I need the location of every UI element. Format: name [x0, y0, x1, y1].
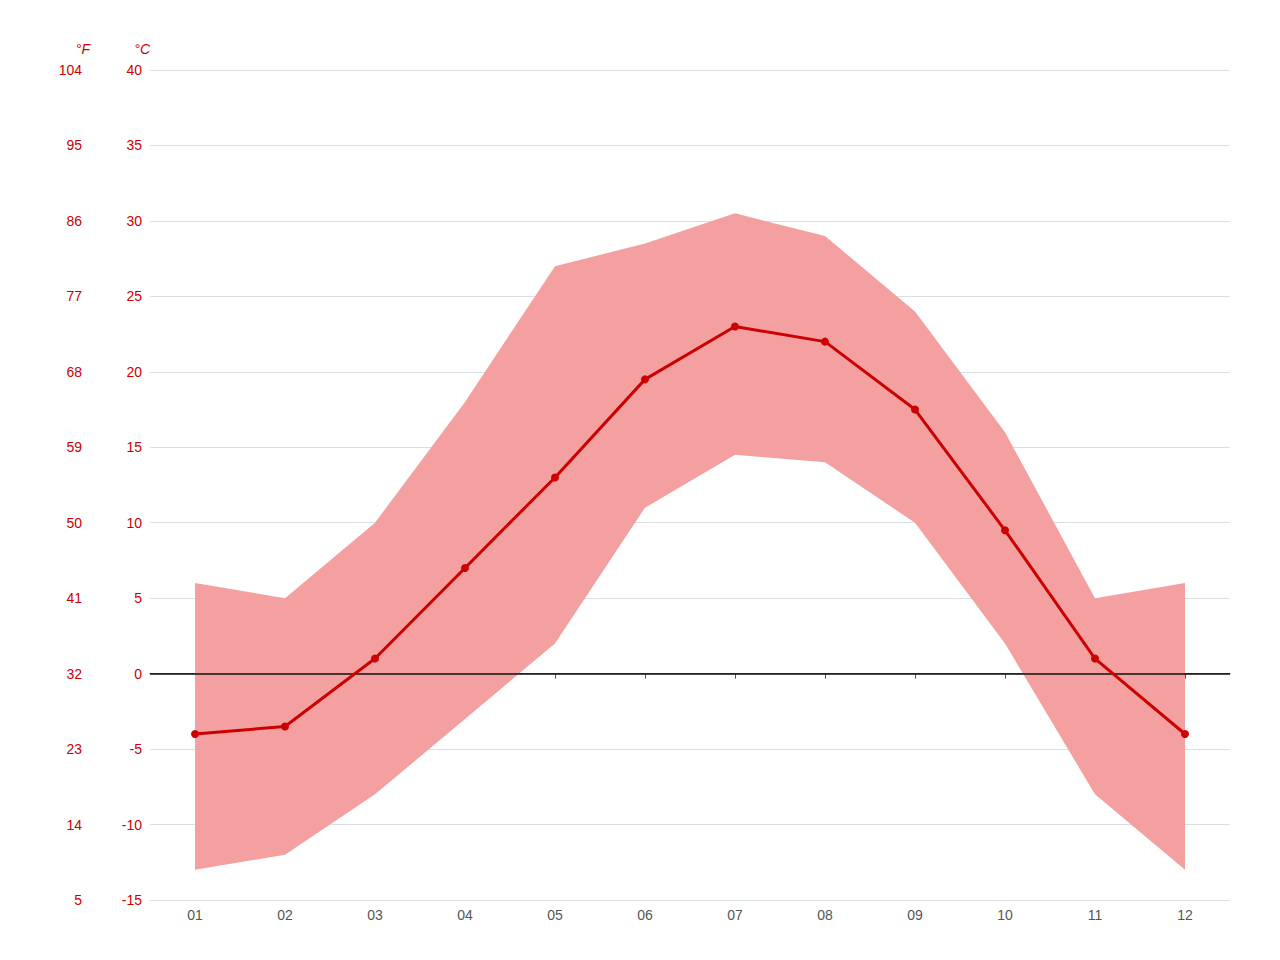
- svg-text:30: 30: [126, 213, 142, 229]
- svg-text:10: 10: [997, 907, 1013, 923]
- svg-text:20: 20: [126, 364, 142, 380]
- svg-text:40: 40: [126, 62, 142, 78]
- svg-text:02: 02: [277, 907, 293, 923]
- svg-text:95: 95: [66, 137, 82, 153]
- svg-text:32: 32: [66, 666, 82, 682]
- svg-text:06: 06: [637, 907, 653, 923]
- svg-text:23: 23: [66, 741, 82, 757]
- svg-text:09: 09: [907, 907, 923, 923]
- svg-text:5: 5: [74, 892, 82, 908]
- svg-text:11: 11: [1088, 907, 1103, 923]
- svg-text:59: 59: [66, 439, 82, 455]
- svg-text:25: 25: [126, 288, 142, 304]
- svg-text:03: 03: [367, 907, 383, 923]
- svg-text:5: 5: [134, 590, 142, 606]
- svg-text:-5: -5: [130, 741, 143, 757]
- svg-text:0: 0: [134, 666, 142, 682]
- svg-text:104: 104: [59, 62, 83, 78]
- svg-text:05: 05: [547, 907, 563, 923]
- svg-text:-15: -15: [122, 892, 142, 908]
- svg-text:41: 41: [66, 590, 82, 606]
- svg-text:°F: °F: [76, 41, 92, 57]
- svg-text:86: 86: [66, 213, 82, 229]
- svg-text:04: 04: [457, 907, 473, 923]
- svg-text:12: 12: [1177, 907, 1193, 923]
- svg-text:14: 14: [66, 817, 82, 833]
- svg-text:15: 15: [126, 439, 142, 455]
- svg-text:08: 08: [817, 907, 833, 923]
- svg-text:10: 10: [126, 515, 142, 531]
- svg-text:50: 50: [66, 515, 82, 531]
- svg-text:°C: °C: [134, 41, 151, 57]
- svg-text:35: 35: [126, 137, 142, 153]
- svg-text:07: 07: [727, 907, 743, 923]
- svg-text:77: 77: [66, 288, 82, 304]
- svg-text:01: 01: [187, 907, 203, 923]
- svg-text:68: 68: [66, 364, 82, 380]
- svg-text:-10: -10: [122, 817, 142, 833]
